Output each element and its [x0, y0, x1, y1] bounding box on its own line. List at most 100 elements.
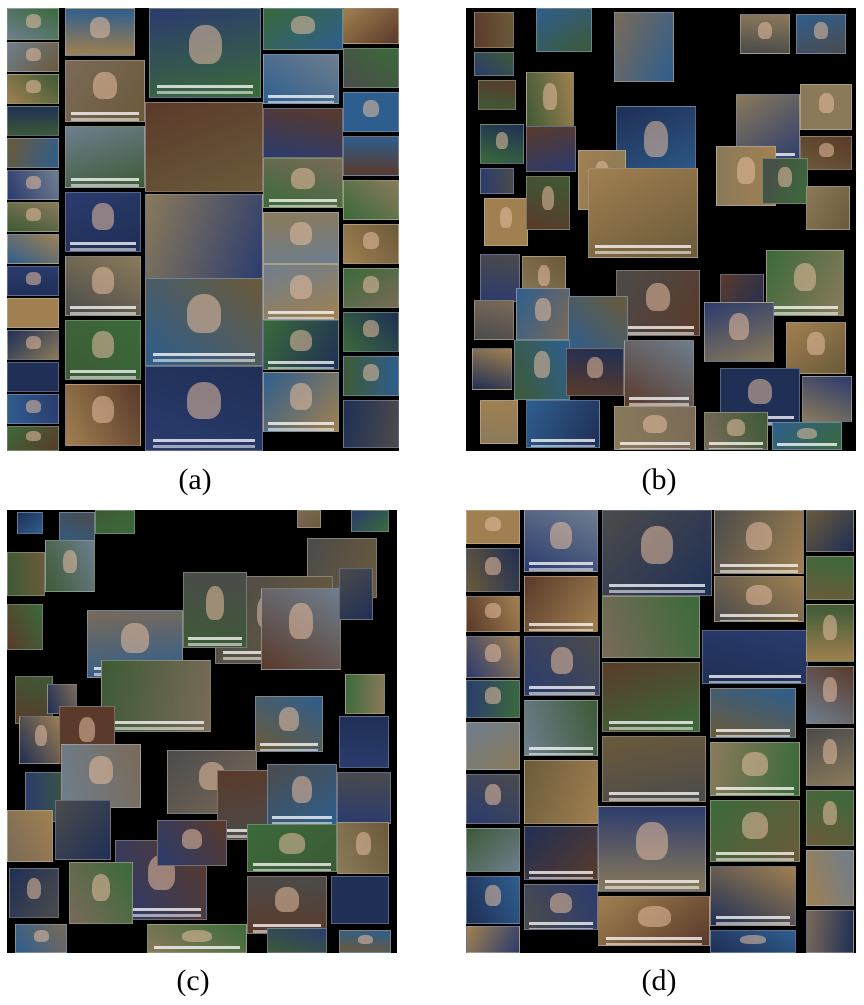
thumbnail-figure	[91, 395, 115, 423]
thumbnail-figure	[823, 800, 837, 826]
thumbnail-tile	[45, 540, 95, 592]
thumbnail-figure	[726, 419, 746, 436]
thumbnail-figure	[25, 400, 41, 413]
thumbnail-tile	[261, 588, 341, 670]
thumbnail-tile	[65, 256, 141, 316]
thumbnail-caption-bar	[529, 921, 593, 925]
thumbnail-tile	[474, 12, 514, 48]
thumbnail-tile	[7, 810, 53, 862]
thumbnail-figure	[485, 687, 501, 704]
thumbnail-tile	[337, 772, 391, 824]
thumbnail-caption-bar	[268, 422, 334, 426]
thumbnail-caption-bar	[720, 563, 798, 567]
thumbnail-tile	[7, 202, 59, 232]
thumbnail-figure	[640, 526, 674, 564]
thumbnail-tile	[806, 910, 854, 953]
thumbnail-tile	[145, 366, 263, 451]
thumbnail-tile	[263, 264, 339, 320]
thumbnail-tile	[55, 800, 111, 860]
thumbnail-caption-bar	[70, 306, 136, 310]
thumbnail-figure	[550, 521, 572, 549]
thumbnail-tile	[7, 138, 59, 168]
thumbnail-figure	[778, 166, 792, 187]
thumbnail-caption-bar	[252, 924, 322, 928]
thumbnail-tile	[183, 572, 247, 648]
thumbnail-tile	[806, 850, 854, 906]
thumbnail-figure	[289, 603, 313, 640]
thumbnail-tile	[7, 298, 59, 328]
thumbnail-caption-bar	[272, 816, 332, 819]
thumbnail-tile	[526, 176, 570, 230]
thumbnail-caption-bar	[720, 613, 798, 617]
thumbnail-tile	[7, 394, 59, 424]
thumbnail-figure	[120, 622, 150, 653]
thumbnail-tile	[65, 320, 141, 380]
thumbnail-tile	[566, 348, 624, 396]
thumbnail-tile	[65, 8, 135, 56]
thumbnail-tile	[478, 80, 516, 110]
thumbnail-figure	[26, 877, 42, 900]
thumbnail-figure	[362, 319, 380, 337]
thumbnail-tile	[568, 296, 628, 352]
thumbnail-figure	[550, 647, 574, 674]
thumbnail-tile	[65, 126, 145, 188]
thumbnail-caption-bar	[268, 199, 338, 203]
thumbnail-tile	[466, 636, 520, 678]
thumbnail-tile	[802, 376, 852, 422]
thumbnail-figure	[34, 725, 48, 746]
thumbnail-tile	[786, 322, 846, 374]
thumbnail-tile	[343, 180, 399, 220]
thumbnail-caption-bar	[70, 242, 136, 246]
thumbnail-tile	[149, 8, 261, 98]
thumbnail-tile	[343, 224, 399, 264]
thumbnail-tile	[616, 270, 700, 336]
thumbnail-figure	[823, 739, 837, 765]
thumbnail-caption-bar	[156, 85, 254, 89]
thumbnail-tile	[263, 108, 343, 158]
thumbnail-tile	[351, 510, 389, 532]
thumbnail-figure	[550, 892, 572, 913]
thumbnail-figure	[91, 873, 111, 901]
thumbnail-figure	[796, 427, 818, 440]
thumbnail-figure	[91, 331, 115, 358]
thumbnail-tile	[588, 168, 698, 258]
thumbnail-figure	[745, 522, 773, 551]
thumbnail-figure	[533, 351, 551, 378]
thumbnail-caption-bar	[529, 562, 593, 565]
thumbnail-figure	[186, 381, 222, 420]
thumbnail-tile	[524, 826, 598, 880]
thumbnail-tile	[474, 52, 514, 76]
thumbnail-caption-bar	[777, 443, 837, 447]
thumbnail-figure	[485, 885, 501, 906]
thumbnail-caption-bar	[716, 729, 790, 733]
thumbnail-tile	[15, 924, 67, 953]
thumbnail-tile	[466, 548, 520, 592]
thumbnail-tile	[95, 510, 135, 534]
thumbnail-figure	[535, 298, 551, 321]
thumbnail-figure	[25, 272, 41, 285]
thumbnail-figure	[757, 21, 773, 39]
thumbnail-caption-bar	[771, 305, 839, 309]
thumbnail-tile	[796, 14, 846, 54]
thumbnail-tile	[466, 876, 520, 924]
thumbnail-caption-bar	[529, 622, 593, 626]
thumbnail-figure	[362, 363, 380, 381]
thumbnail-tile	[762, 158, 808, 204]
thumbnail-caption-bar	[70, 370, 136, 374]
thumbnail-figure	[25, 336, 41, 349]
thumbnail-figure	[93, 71, 117, 99]
panel-a-label: (a)	[178, 463, 212, 496]
thumbnail-tile	[9, 868, 59, 918]
thumbnail-tile	[598, 896, 710, 946]
thumbnail-tile	[710, 742, 800, 796]
thumbnail-caption-bar	[609, 583, 705, 587]
thumbnail-figure	[25, 431, 41, 442]
thumbnail-figure	[25, 48, 41, 61]
thumbnail-tile	[480, 124, 524, 164]
thumbnail-tile	[480, 254, 520, 302]
thumbnail-tile	[714, 576, 804, 622]
thumbnail-figure	[275, 887, 299, 913]
thumbnail-figure	[25, 80, 41, 93]
thumbnail-tile	[145, 102, 263, 192]
thumbnail-figure	[25, 14, 41, 28]
